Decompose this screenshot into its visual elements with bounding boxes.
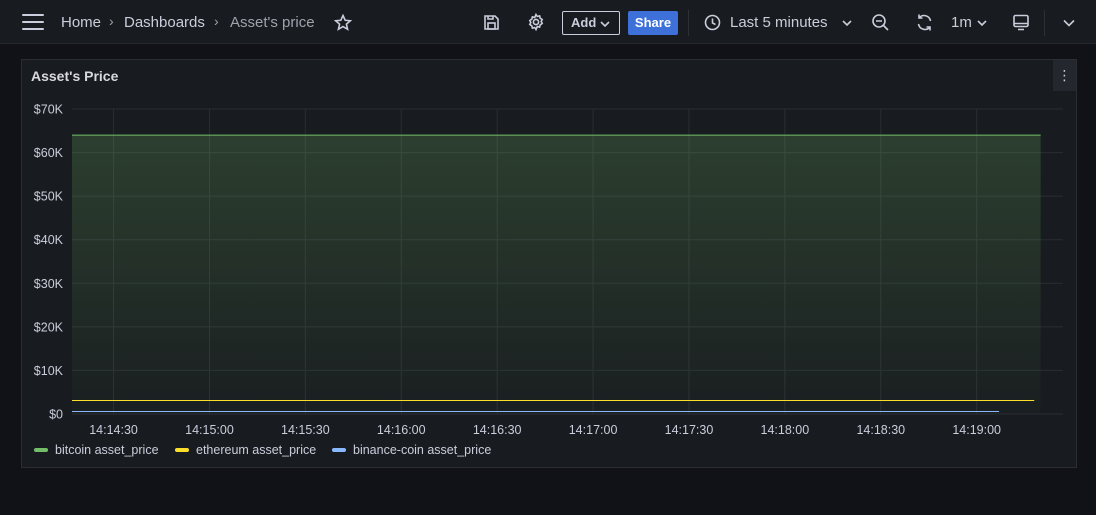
y-tick-label: $10K xyxy=(34,364,64,378)
star-icon[interactable] xyxy=(334,14,352,32)
x-tick-label: 14:18:00 xyxy=(761,423,810,437)
tv-mode-icon[interactable] xyxy=(1012,14,1030,31)
legend-item-binance-coin[interactable]: binance-coin asset_price xyxy=(332,443,491,457)
legend-label: binance-coin asset_price xyxy=(353,443,492,457)
x-tick-label: 14:17:00 xyxy=(569,423,618,437)
legend-swatch xyxy=(332,447,346,452)
x-tick-label: 14:15:30 xyxy=(281,423,330,437)
breadcrumb-current: Asset's price xyxy=(230,14,315,31)
breadcrumb-dashboards[interactable]: Dashboards xyxy=(124,14,205,31)
refresh-interval-picker[interactable]: 1m xyxy=(951,14,972,31)
legend-item-bitcoin[interactable]: bitcoin asset_price xyxy=(34,443,159,457)
y-tick-label: $40K xyxy=(34,233,64,247)
y-tick-label: $0 xyxy=(49,408,63,422)
panel-menu-icon[interactable]: ⋮ xyxy=(1053,60,1076,91)
top-navbar: Home › Dashboards › Asset's price Add Sh… xyxy=(0,0,1096,44)
x-tick-label: 14:15:00 xyxy=(185,423,234,437)
x-tick-label: 14:19:00 xyxy=(952,423,1001,437)
time-series-chart: $0 $10K $20K $30K $40K $50K $60K $70K 14:14:30 14… xyxy=(34,103,1063,437)
toolbar-divider xyxy=(1044,10,1045,36)
chevron-right-icon: › xyxy=(109,13,114,29)
add-button-label: Add xyxy=(571,15,597,30)
x-tick-label: 14:14:30 xyxy=(89,423,138,437)
chevron-right-icon: › xyxy=(214,13,219,29)
chevron-down-icon[interactable] xyxy=(977,19,987,27)
y-tick-label: $20K xyxy=(34,320,64,334)
legend-item-ethereum[interactable]: ethereum asset_price xyxy=(175,443,316,457)
legend-swatch xyxy=(175,447,189,452)
settings-gear-icon[interactable] xyxy=(527,13,545,31)
zoom-out-icon[interactable] xyxy=(871,13,890,32)
chevron-down-icon[interactable] xyxy=(1063,19,1075,27)
x-tick-label: 14:16:30 xyxy=(473,423,522,437)
y-tick-label: $50K xyxy=(34,190,64,204)
y-tick-label: $30K xyxy=(34,277,64,291)
x-tick-label: 14:16:00 xyxy=(377,423,426,437)
legend-label: bitcoin asset_price xyxy=(55,443,159,457)
series-bitcoin-area xyxy=(72,135,1041,414)
y-tick-label: $60K xyxy=(34,146,64,160)
add-button[interactable]: Add xyxy=(562,11,620,35)
refresh-icon[interactable] xyxy=(915,13,934,32)
chevron-down-icon xyxy=(600,21,610,28)
clock-icon xyxy=(704,14,721,31)
legend-swatch xyxy=(34,447,48,452)
time-range-picker[interactable]: Last 5 minutes xyxy=(730,14,828,31)
x-tick-label: 14:18:30 xyxy=(856,423,905,437)
chevron-down-icon[interactable] xyxy=(842,19,852,27)
share-button[interactable]: Share xyxy=(628,11,678,35)
legend-label: ethereum asset_price xyxy=(196,443,317,457)
menu-icon[interactable] xyxy=(22,14,44,30)
toolbar-divider xyxy=(688,10,689,36)
chart-panel: Asset's Price ⋮ $0 $10K $20K $30K $40K $50K $6… xyxy=(21,59,1077,468)
x-tick-label: 14:17:30 xyxy=(665,423,714,437)
breadcrumb-home[interactable]: Home xyxy=(61,14,102,31)
panel-title: Asset's Price xyxy=(31,68,119,84)
y-tick-label: $70K xyxy=(34,103,64,117)
save-icon[interactable] xyxy=(483,14,500,31)
